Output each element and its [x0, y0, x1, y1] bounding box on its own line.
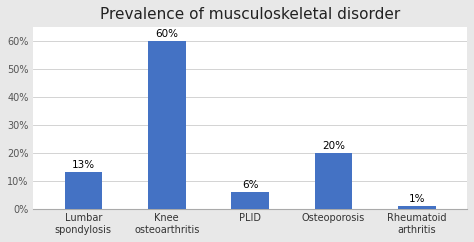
Text: 20%: 20%	[322, 141, 345, 151]
Bar	[64, 172, 102, 209]
Title: Prevalence of musculoskeletal disorder: Prevalence of musculoskeletal disorder	[100, 7, 401, 22]
Bar	[148, 41, 185, 209]
Text: 6%: 6%	[242, 180, 258, 190]
Text: 1%: 1%	[409, 194, 425, 204]
Bar	[315, 153, 352, 209]
Text: 13%: 13%	[72, 160, 95, 170]
Text: 60%: 60%	[155, 29, 178, 39]
Bar	[231, 192, 269, 209]
Bar	[398, 206, 436, 209]
